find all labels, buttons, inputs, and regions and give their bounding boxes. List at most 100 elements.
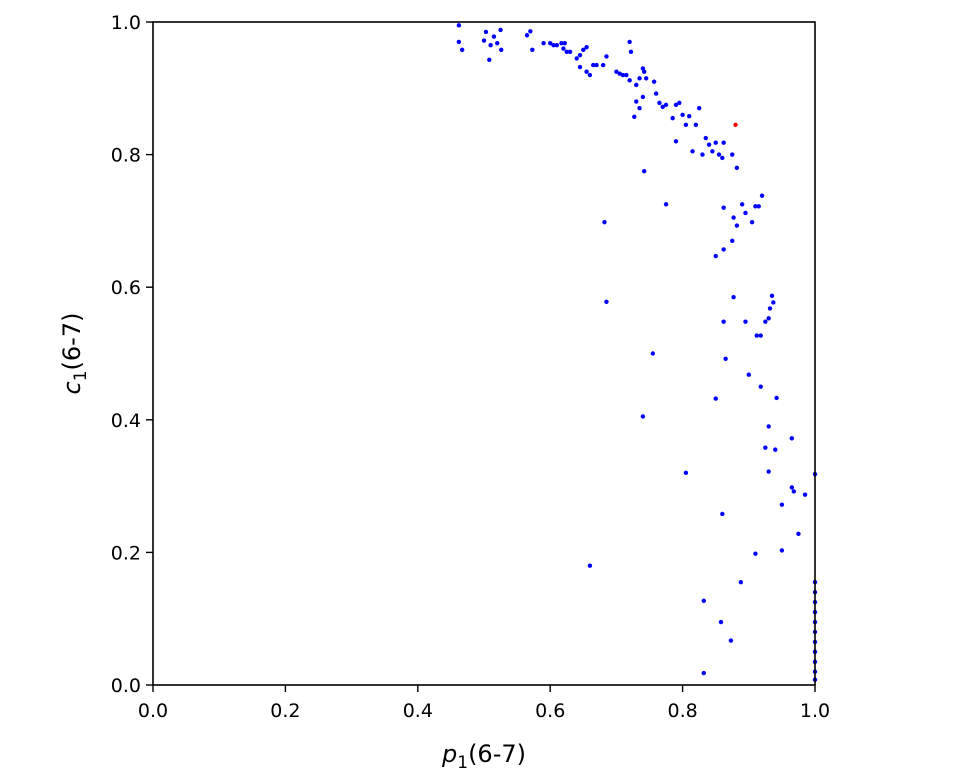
data-point <box>483 29 489 35</box>
data-point <box>459 47 465 53</box>
data-point <box>779 502 785 507</box>
data-point <box>673 102 679 108</box>
data-point <box>773 447 778 452</box>
data-point <box>716 152 722 157</box>
data-point <box>758 333 763 338</box>
x-axis-label: p1(6-7) <box>441 740 526 773</box>
data-point <box>602 220 607 225</box>
y-tick-label: 0.4 <box>111 410 141 432</box>
data-point <box>763 445 768 450</box>
data-point <box>763 319 768 324</box>
data-point <box>627 78 632 83</box>
data-point <box>651 79 657 84</box>
data-point <box>577 52 583 58</box>
data-point <box>581 47 586 53</box>
data-point <box>728 638 734 643</box>
x-tick-label: 0.8 <box>667 700 697 722</box>
data-point <box>759 193 765 198</box>
data-point <box>771 300 776 305</box>
data-point <box>620 72 626 78</box>
data-point <box>481 38 487 43</box>
data-point <box>637 76 642 81</box>
data-point <box>600 62 606 68</box>
data-point <box>700 152 705 157</box>
data-point <box>488 43 493 48</box>
y-tick-label: 1.0 <box>111 12 141 34</box>
data-point <box>766 316 771 321</box>
data-point <box>721 205 726 210</box>
data-point <box>677 100 682 106</box>
data-point <box>706 142 712 147</box>
data-point <box>524 33 530 38</box>
y-axis-label: c1(6-7) <box>58 313 91 395</box>
y-tick-label: 0.0 <box>111 675 141 697</box>
data-point <box>632 114 637 120</box>
data-point <box>743 210 748 216</box>
data-point <box>564 49 569 55</box>
data-point <box>642 168 647 174</box>
data-point <box>791 489 797 494</box>
data-point <box>734 223 740 228</box>
data-point <box>731 294 736 300</box>
data-point <box>628 49 634 55</box>
data-point <box>734 165 740 171</box>
data-point <box>541 41 546 46</box>
data-point <box>713 253 718 259</box>
data-point <box>487 57 492 62</box>
data-point <box>703 135 708 141</box>
data-point <box>766 424 771 429</box>
data-point <box>456 39 462 45</box>
data-point <box>584 69 589 74</box>
data-point <box>683 122 689 127</box>
x-tick-label: 0.0 <box>138 700 168 722</box>
data-point <box>627 39 632 45</box>
data-point <box>637 105 642 111</box>
data-point <box>657 100 662 106</box>
data-points <box>456 23 818 682</box>
y-tick-label: 0.2 <box>111 542 141 564</box>
data-point <box>587 563 593 568</box>
data-point <box>730 152 735 157</box>
data-point <box>713 140 718 145</box>
data-point <box>743 319 748 324</box>
data-point <box>774 395 779 401</box>
data-point <box>796 531 801 537</box>
data-point <box>567 49 573 55</box>
data-point <box>499 47 504 53</box>
y-tick-label: 0.6 <box>111 277 141 299</box>
data-point <box>551 43 556 48</box>
data-point <box>660 104 665 110</box>
data-point <box>690 149 695 154</box>
data-point <box>721 319 726 324</box>
data-point <box>643 76 649 81</box>
data-point <box>683 470 689 476</box>
data-point <box>491 34 497 39</box>
data-point <box>584 44 589 50</box>
data-point <box>720 511 725 517</box>
x-axis-ticks: 0.0 0.2 0.4 0.6 0.8 1.0 <box>138 685 830 722</box>
data-point <box>594 62 599 68</box>
data-point <box>640 94 646 100</box>
data-point <box>548 41 553 46</box>
data-point <box>587 72 593 78</box>
data-point <box>642 69 647 74</box>
data-point <box>554 43 560 48</box>
data-point <box>721 247 726 252</box>
data-point <box>753 204 758 209</box>
data-point <box>561 46 566 51</box>
highlighted-data-point <box>733 122 738 127</box>
data-point <box>789 485 795 490</box>
data-point <box>604 54 609 59</box>
data-point <box>710 149 715 154</box>
y-tick-label: 0.8 <box>111 145 141 167</box>
data-point <box>617 71 622 76</box>
data-point <box>701 670 706 676</box>
data-point <box>591 62 596 68</box>
data-point <box>650 351 656 356</box>
data-point <box>456 23 462 28</box>
data-point <box>713 396 718 401</box>
data-point <box>766 469 771 474</box>
data-point <box>653 91 659 96</box>
data-point <box>754 333 759 338</box>
